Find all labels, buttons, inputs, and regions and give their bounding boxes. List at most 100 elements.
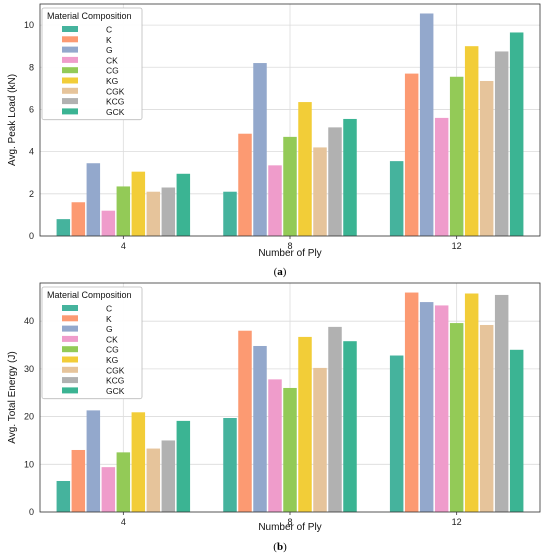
legend-label-ck: CK [106,55,118,65]
legend-label-ck: CK [106,334,118,344]
bar-ck-ply-8 [268,165,282,236]
bar-c-ply-8 [223,191,237,236]
bar-kg-ply-4 [131,171,146,236]
bar-gck-ply-12 [509,349,524,512]
panel-letter: a [277,266,283,278]
y-tick-label: 6 [29,104,34,114]
legend-label-kg: KG [106,355,118,365]
legend-label-cg: CG [106,345,119,355]
y-tick-label: 20 [24,412,34,422]
legend-box [41,7,143,121]
y-axis-label: Avg. Peak Load (kN) [7,74,18,166]
legend-label-c: C [106,25,112,35]
bar-g-ply-8 [253,345,267,512]
x-tick-label: 8 [287,517,292,527]
bar-k-ply-12 [404,73,419,236]
bar-cg-ply-4 [116,186,131,236]
legend-swatch-k [62,315,78,322]
bar-gck-ply-4 [176,420,191,512]
legend-label-k: K [106,314,112,324]
legend-label-c: C [106,304,112,314]
legend-title: Material Composition [47,290,132,300]
legend-label-cgk: CGK [106,86,125,96]
bar-k-ply-8 [238,330,252,512]
bar-k-ply-8 [238,133,252,236]
legend-swatch-kcg [62,98,78,105]
bar-cgk-ply-4 [146,448,161,512]
x-axis-label: Number of Ply [258,248,321,259]
panel-a-chart: 0 2 4 6 8 10 4 8 12 Number of Ply Avg. Peak Load (… [7,3,541,278]
y-axis-label: Avg. Total Energy (J) [7,351,18,443]
bar-kcg-ply-8 [328,326,342,512]
y-tick-label: 8 [29,62,34,72]
bar-kcg-ply-12 [494,294,509,512]
panel-b-chart: 0 10 20 30 40 4 8 12 Number of Ply Avg. Total Ene… [7,282,541,553]
x-tick-label: 12 [452,241,462,251]
y-tick-label: 0 [29,507,34,517]
bar-c-ply-8 [223,418,237,512]
y-tick-label: 4 [29,147,34,157]
bar-c-ply-12 [389,161,404,236]
x-tick-label: 12 [452,517,462,527]
legend-swatch-ck [62,56,78,63]
bar-cgk-ply-8 [313,367,327,512]
y-tick-label: 30 [24,364,34,374]
legend-swatch-ck [62,335,78,342]
legend-box [41,286,143,400]
bar-g-ply-4 [86,410,101,512]
legend-swatch-kg [62,77,78,84]
y-tick-label: 0 [29,231,34,241]
bar-c-ply-12 [389,355,404,512]
bar-gck-ply-12 [509,32,524,236]
x-axis-label: Number of Ply [258,522,321,533]
panel-label: (a) [274,266,287,278]
x-tick-label: 8 [287,241,292,251]
legend-swatch-cg [62,346,78,353]
legend-swatch-kcg [62,377,78,384]
legend-swatch-g [62,46,78,53]
bar-cgk-ply-4 [146,191,161,236]
legend-label-g: G [106,45,113,55]
bar-cg-ply-12 [449,323,464,512]
bar-k-ply-4 [71,202,86,236]
panel-label: (b) [273,541,287,553]
bar-gck-ply-8 [343,341,357,512]
legend-label-g: G [106,324,113,334]
legend-label-gck: GCK [106,107,125,117]
bar-cg-ply-8 [283,387,297,512]
legend-swatch-gck [62,108,78,115]
bar-kcg-ply-4 [161,440,176,512]
legend-label-kcg: KCG [106,97,124,107]
legend-label-kcg: KCG [106,376,124,386]
y-tick-label: 10 [24,20,34,30]
bar-cgk-ply-12 [479,80,494,236]
bar-cg-ply-12 [449,76,464,236]
legend-swatch-gck [62,387,78,394]
bar-ck-ply-4 [101,210,116,236]
bar-gck-ply-8 [343,118,357,236]
y-tick-label: 10 [24,459,34,469]
legend-title: Material Composition [47,11,132,21]
bar-g-ply-8 [253,63,267,236]
y-tick-label: 2 [29,189,34,199]
panel-letter: b [277,541,283,553]
bar-kg-ply-4 [131,412,146,512]
bar-k-ply-12 [404,292,419,512]
bar-ck-ply-8 [268,379,282,512]
bar-cg-ply-8 [283,136,297,236]
bar-ck-ply-4 [101,467,116,512]
bar-k-ply-4 [71,449,86,512]
bar-c-ply-4 [56,219,71,236]
bar-kcg-ply-4 [161,187,176,236]
bar-g-ply-4 [86,163,101,236]
bar-kg-ply-8 [298,336,312,512]
bar-ck-ply-12 [434,305,449,512]
bar-g-ply-12 [419,13,434,236]
legend-swatch-k [62,36,78,43]
legend-label-cgk: CGK [106,365,125,375]
legend-label-gck: GCK [106,386,125,396]
legend-swatch-kg [62,356,78,363]
x-tick-label: 4 [121,241,126,251]
